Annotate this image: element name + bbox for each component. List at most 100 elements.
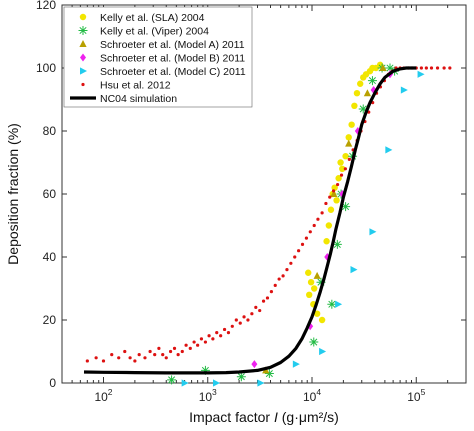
data-point: [369, 228, 377, 236]
data-point: [273, 283, 277, 287]
data-point: [258, 308, 262, 313]
data-point: [101, 359, 106, 363]
data-point: [226, 331, 231, 335]
legend-item: Schroeter et al. (Model A) 2011: [79, 39, 245, 51]
data-point: [363, 89, 372, 97]
x-tick-base: 10: [94, 390, 108, 404]
data-point: [328, 195, 332, 199]
legend-label: Kelly et al. (SLA) 2004: [100, 12, 205, 24]
data-point: [316, 217, 320, 221]
y-tick-label: 80: [43, 124, 57, 138]
data-point: [153, 353, 157, 357]
data-point: [339, 173, 344, 177]
x-tick-exponent: 5: [421, 387, 426, 397]
data-point: [341, 202, 351, 212]
legend-item: NC04 simulation: [70, 93, 177, 105]
x-tick-base: 10: [303, 390, 317, 404]
data-point: [385, 146, 393, 154]
data-point: [207, 334, 211, 338]
data-point: [319, 347, 327, 356]
y-tick-label: 0: [49, 376, 56, 390]
data-point: [327, 299, 337, 309]
y-tick-label: 100: [36, 61, 56, 75]
data-point: [347, 157, 351, 161]
series-layer: [83, 61, 452, 387]
data-point: [320, 211, 324, 215]
data-point: [192, 340, 196, 344]
data-point: [176, 353, 180, 357]
data-point: [254, 305, 258, 309]
data-point: [277, 277, 281, 281]
legend-marker: [80, 53, 86, 62]
data-point: [327, 206, 335, 213]
data-point: [281, 274, 285, 278]
data-point: [212, 379, 220, 387]
data-point: [358, 104, 368, 114]
data-point: [367, 76, 377, 86]
data-point: [222, 327, 227, 332]
data-point: [133, 359, 137, 363]
data-point: [348, 121, 355, 128]
data-point: [211, 337, 215, 341]
y-tick-label: 60: [43, 187, 57, 201]
data-point: [292, 360, 300, 368]
x-tick-exponent: 3: [212, 387, 217, 397]
legend-marker: [81, 82, 85, 87]
data-point: [350, 266, 358, 274]
data-point: [181, 379, 189, 387]
data-point: [172, 346, 177, 350]
data-point: [331, 189, 336, 193]
data-point: [148, 349, 152, 354]
data-point: [285, 268, 289, 272]
data-point: [234, 318, 238, 322]
x-tick-label: 105: [407, 387, 425, 404]
data-point: [335, 300, 343, 308]
legend-item: Hsu et al. 2012: [81, 79, 171, 91]
data-point: [180, 349, 184, 354]
x-axis: 102 103 104 105: [61, 5, 467, 404]
data-point: [167, 375, 177, 385]
series-4: [181, 70, 425, 387]
data-point: [157, 346, 161, 350]
legend-item: Schroeter et al. (Model C) 2011: [80, 66, 246, 78]
y-tick-label: 120: [36, 0, 56, 12]
x-axis-title: Impact factor I (g·μm²/s): [189, 409, 339, 425]
y-axis-title: Deposition fraction (%): [5, 123, 21, 265]
data-point: [335, 175, 342, 182]
data-point: [318, 316, 326, 324]
data-point: [242, 315, 246, 319]
legend-item: Kelly et al. (SLA) 2004: [79, 12, 205, 24]
data-point: [325, 222, 333, 229]
data-point: [289, 261, 293, 265]
data-point: [236, 372, 246, 382]
data-point: [110, 353, 114, 357]
legend-label: Hsu et al. 2012: [100, 79, 171, 91]
x-tick-label: 103: [199, 387, 217, 404]
data-point: [199, 337, 204, 341]
y-tick-label: 20: [43, 313, 57, 327]
data-point: [332, 239, 342, 249]
legend-item: Kelly et al. (Viper) 2004: [78, 25, 209, 37]
data-point: [339, 165, 346, 172]
data-point: [343, 167, 347, 171]
data-point: [257, 379, 265, 387]
legend-marker: [79, 40, 87, 47]
legend-item: Schroeter et al. (Model B) 2011: [80, 52, 245, 64]
x-tick-label: 102: [94, 387, 112, 404]
data-point: [333, 197, 340, 204]
data-point: [337, 159, 344, 166]
data-point: [429, 66, 434, 70]
x-tick-exponent: 2: [108, 387, 113, 397]
x-tick-exponent: 4: [316, 387, 321, 397]
data-point: [300, 242, 305, 246]
data-point: [85, 359, 89, 363]
data-point: [313, 271, 321, 279]
data-point: [400, 86, 408, 94]
legend-label: Schroeter et al. (Model A) 2011: [100, 39, 245, 51]
data-point: [419, 66, 423, 70]
series-0: [305, 61, 384, 324]
data-point: [312, 223, 316, 228]
legend-marker: [78, 26, 88, 35]
